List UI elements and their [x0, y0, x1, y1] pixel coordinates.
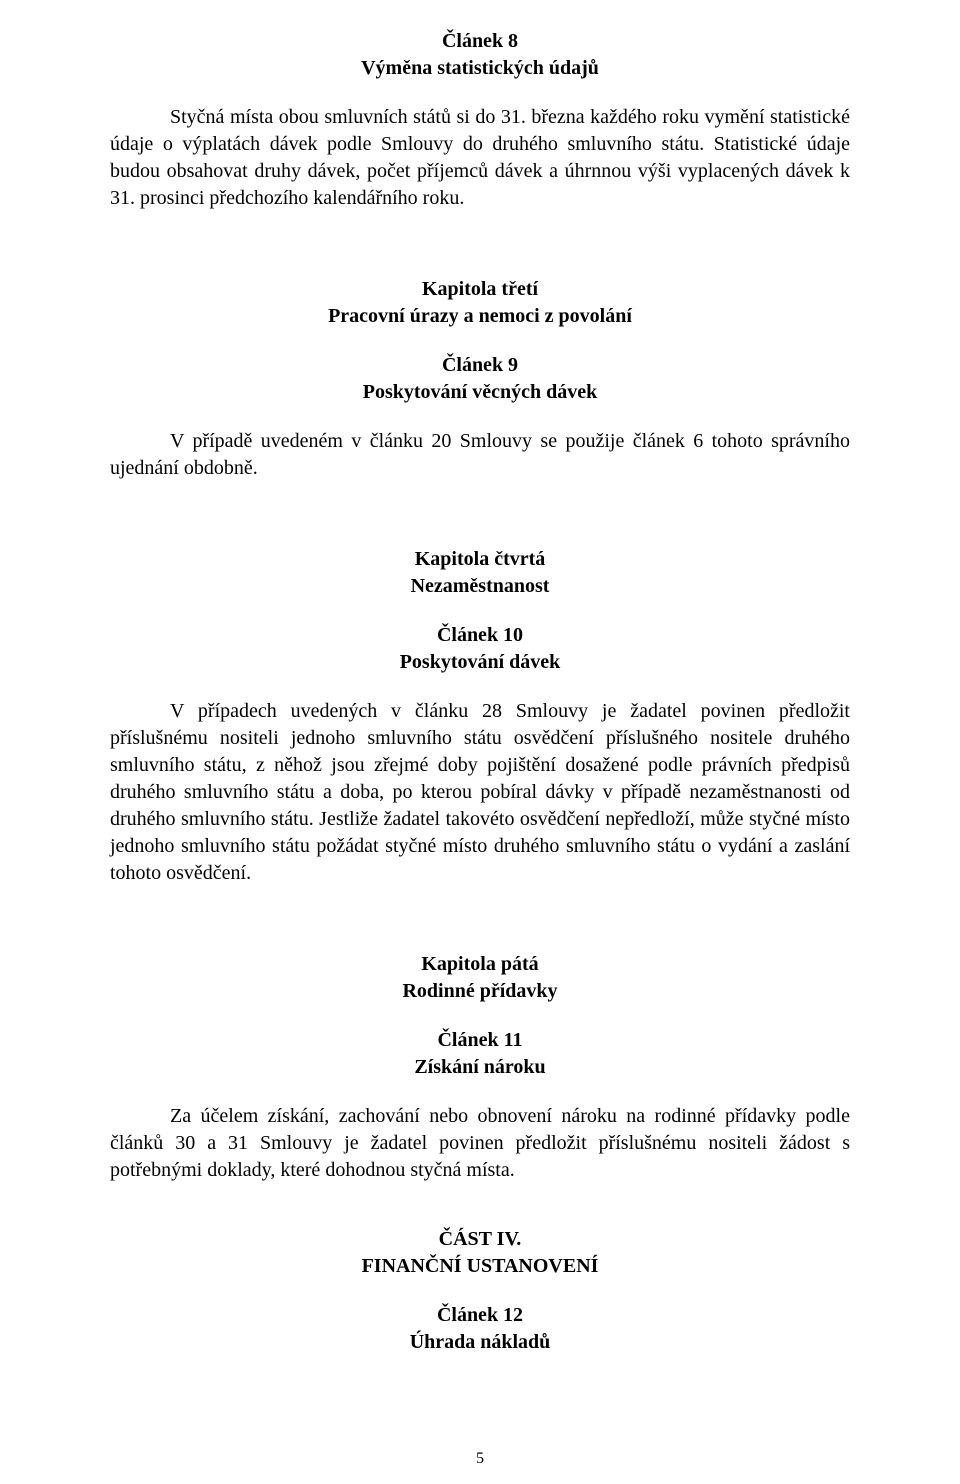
- part-4-subtitle: FINANČNÍ USTANOVENÍ: [110, 1253, 850, 1280]
- article-8-paragraph: Styčná místa obou smluvních států si do …: [110, 104, 850, 212]
- chapter-4-subtitle: Nezaměstnanost: [110, 573, 850, 600]
- article-11-subtitle: Získání nároku: [110, 1054, 850, 1081]
- part-4-title: ČÁST IV.: [110, 1226, 850, 1253]
- chapter-4-title: Kapitola čtvrtá: [110, 546, 850, 573]
- article-8-title: Článek 8: [110, 28, 850, 55]
- article-10-paragraph: V případech uvedených v článku 28 Smlouv…: [110, 698, 850, 887]
- article-12-title: Článek 12: [110, 1302, 850, 1329]
- article-11-title: Článek 11: [110, 1027, 850, 1054]
- article-12-subtitle: Úhrada nákladů: [110, 1329, 850, 1356]
- chapter-5-title: Kapitola pátá: [110, 951, 850, 978]
- article-8-subtitle: Výměna statistických údajů: [110, 55, 850, 82]
- chapter-3-title: Kapitola třetí: [110, 276, 850, 303]
- page-number: 5: [0, 1450, 960, 1468]
- chapter-5-subtitle: Rodinné přídavky: [110, 978, 850, 1005]
- article-9-subtitle: Poskytování věcných dávek: [110, 379, 850, 406]
- chapter-3-subtitle: Pracovní úrazy a nemoci z povolání: [110, 303, 850, 330]
- article-9-title: Článek 9: [110, 352, 850, 379]
- article-10-title: Článek 10: [110, 622, 850, 649]
- article-11-paragraph: Za účelem získání, zachování nebo obnove…: [110, 1103, 850, 1184]
- article-10-subtitle: Poskytování dávek: [110, 649, 850, 676]
- article-9-paragraph: V případě uvedeném v článku 20 Smlouvy s…: [110, 428, 850, 482]
